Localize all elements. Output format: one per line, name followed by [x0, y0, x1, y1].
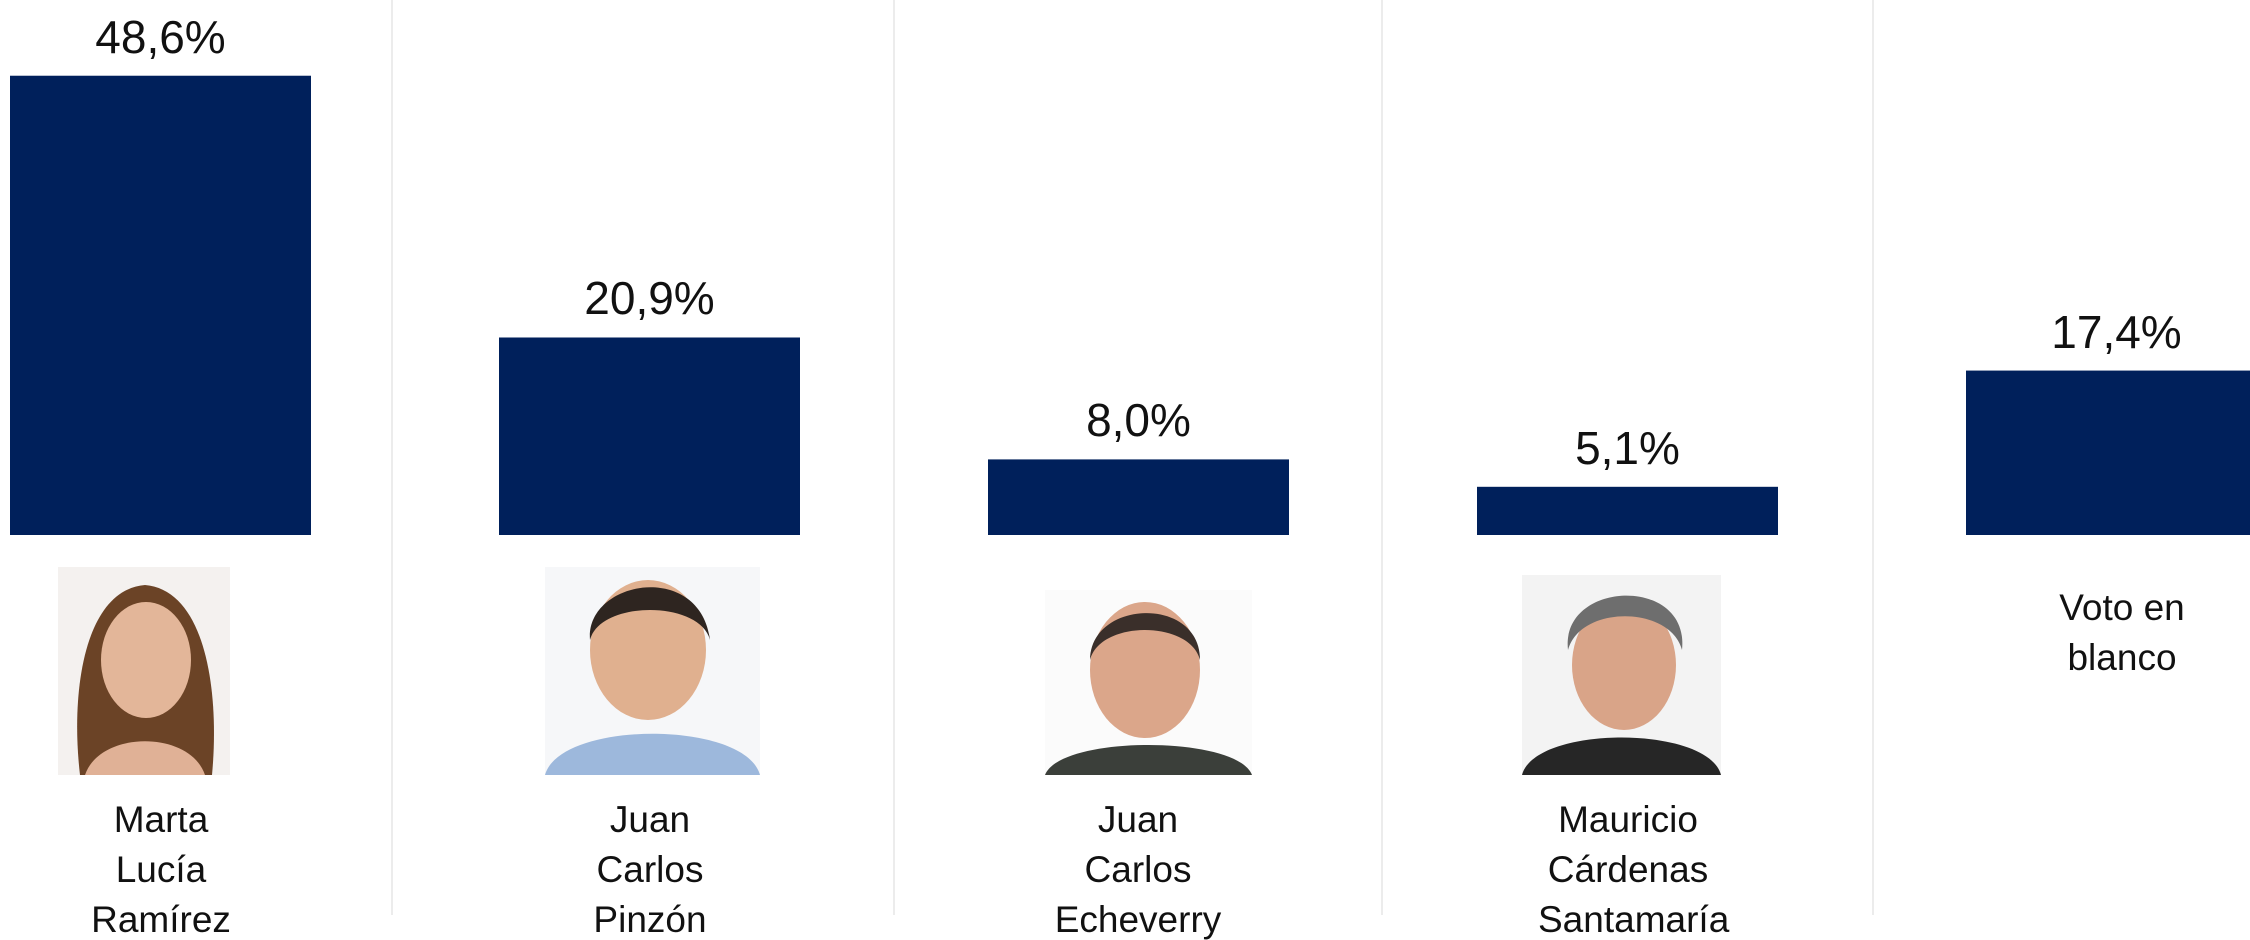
portrait — [1045, 590, 1252, 775]
category-label: Mauricio Cárdenas Santamaría — [1538, 799, 1730, 940]
portrait — [545, 567, 760, 775]
bar — [1966, 370, 2250, 535]
value-label: 17,4% — [2051, 305, 2182, 358]
bar — [499, 337, 800, 535]
value-label: 5,1% — [1575, 421, 1680, 474]
bar — [988, 459, 1289, 535]
bar — [10, 75, 311, 535]
category-label: Voto en blanco — [2059, 587, 2185, 678]
portrait — [58, 567, 230, 775]
separators — [391, 0, 1874, 915]
category-label: Juan Carlos Pinzón — [593, 799, 707, 940]
value-label: 48,6% — [95, 10, 226, 63]
bar — [1477, 486, 1778, 535]
portrait — [1522, 575, 1721, 775]
category-label: Marta Lucía Ramírez — [91, 799, 231, 940]
category-label: Juan Carlos Echeverry — [1054, 799, 1222, 940]
value-label: 8,0% — [1086, 394, 1191, 447]
value-label: 20,9% — [584, 272, 715, 325]
